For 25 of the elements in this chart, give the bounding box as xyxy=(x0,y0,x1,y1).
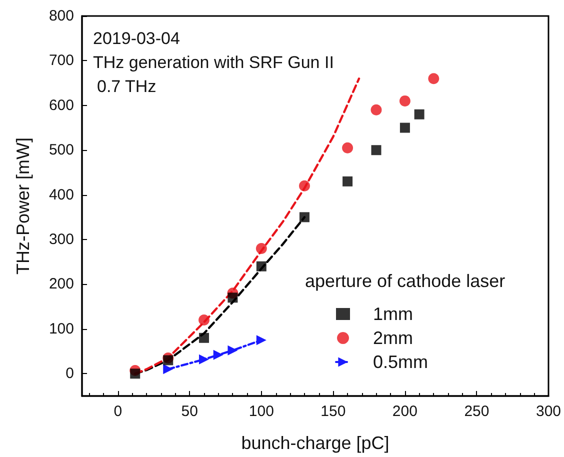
x-tick-label: 300 xyxy=(536,403,561,420)
x-axis-title: bunch-charge [pC] xyxy=(241,433,390,453)
x-tick-label: 0 xyxy=(114,403,122,420)
annotation: 2019-03-04 xyxy=(93,29,180,48)
y-tick-label: 0 xyxy=(66,365,74,382)
legend-label: 1mm xyxy=(373,304,413,324)
y-tick-label: 500 xyxy=(48,142,74,159)
x-tick-label: 50 xyxy=(181,403,198,420)
y-tick-label: 800 xyxy=(48,8,74,24)
y-tick-label: 600 xyxy=(48,96,74,114)
x-tick-label: 100 xyxy=(248,403,274,420)
annotation: THz generation with SRF Gun II xyxy=(93,53,334,72)
x-tick-label: 150 xyxy=(320,403,346,420)
y-tick-label: 200 xyxy=(48,276,74,293)
legend-label: 2mm xyxy=(373,328,413,348)
annotation: 0.7 THz xyxy=(97,77,156,96)
x-tick-label: 250 xyxy=(464,403,490,420)
y-tick-label: 700 xyxy=(48,52,74,70)
y-tick-label: 100 xyxy=(48,320,74,338)
x-tick-label: 200 xyxy=(392,403,418,420)
y-tick-label: 300 xyxy=(48,231,74,248)
legend-label: 0.5mm xyxy=(373,352,428,372)
y-axis-title: THz-Power [mW] xyxy=(13,138,33,274)
y-tick-label: 400 xyxy=(48,186,74,204)
legend-title: aperture of cathode laser xyxy=(305,271,506,291)
